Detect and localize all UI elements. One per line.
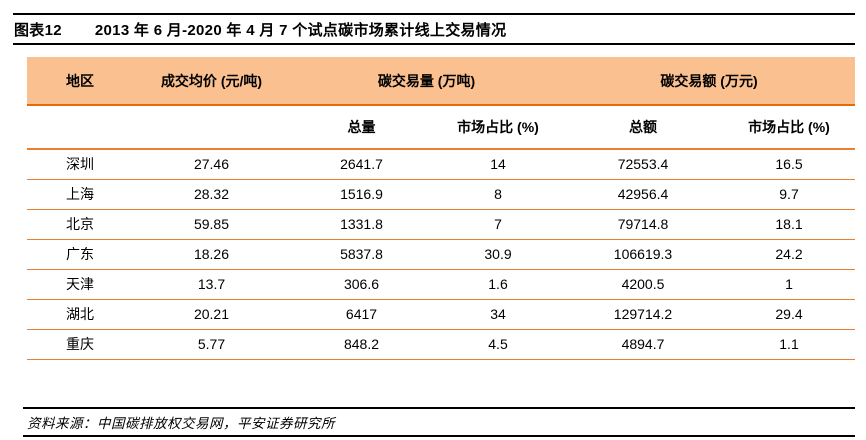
region-cell: 重庆 bbox=[66, 336, 94, 352]
carbon-market-table: 地区 成交均价 (元/吨) 碳交易量 (万吨) 碳交易额 (万元) 总量 市场占… bbox=[27, 57, 855, 360]
amount-share-cell: 24.2 bbox=[775, 246, 803, 262]
amount-cell: 4200.5 bbox=[621, 276, 665, 292]
subheader-amount-share: 市场占比 (%) bbox=[748, 119, 830, 135]
avg-price-cell: 18.26 bbox=[193, 246, 230, 262]
amount-share-cell: 9.7 bbox=[779, 186, 799, 202]
avg-price-cell: 28.32 bbox=[193, 186, 230, 202]
region-cell: 上海 bbox=[66, 186, 94, 202]
amount-share-cell: 1.1 bbox=[779, 336, 799, 352]
avg-price-cell: 5.77 bbox=[197, 336, 226, 352]
avg-price-cell: 20.21 bbox=[193, 306, 230, 322]
column-header-region: 地区 bbox=[66, 72, 94, 89]
volume-share-cell: 4.5 bbox=[488, 336, 508, 352]
volume-cell: 6417 bbox=[345, 306, 378, 322]
volume-cell: 1516.9 bbox=[340, 186, 383, 202]
avg-price-cell: 27.46 bbox=[193, 156, 230, 173]
table-row: 深圳 27.46 2641.7 14 72553.4 16.5 bbox=[27, 149, 855, 179]
table-subheader-row: 总量 市场占比 (%) 总额 市场占比 (%) bbox=[27, 105, 855, 149]
table-row: 广东 18.26 5837.8 30.9 106619.3 24.2 bbox=[27, 239, 855, 269]
avg-price-cell: 13.7 bbox=[197, 276, 226, 292]
table-row: 北京 59.85 1331.8 7 79714.8 18.1 bbox=[27, 209, 855, 239]
amount-cell: 4894.7 bbox=[621, 336, 665, 352]
region-cell: 广东 bbox=[66, 246, 94, 262]
volume-share-cell: 14 bbox=[490, 156, 506, 173]
source-bar: 资料来源：中国碳排放权交易网，平安证券研究所 bbox=[23, 407, 855, 437]
region-cell: 深圳 bbox=[66, 156, 94, 173]
table-row: 湖北 20.21 6417 34 129714.2 29.4 bbox=[27, 299, 855, 329]
avg-price-cell: 59.85 bbox=[193, 216, 230, 232]
amount-share-cell: 16.5 bbox=[775, 156, 803, 173]
amount-cell: 129714.2 bbox=[613, 306, 673, 322]
region-cell: 湖北 bbox=[66, 306, 94, 322]
subheader-total-amount: 总额 bbox=[629, 119, 657, 135]
volume-share-cell: 30.9 bbox=[484, 246, 512, 262]
source-text: 资料来源：中国碳排放权交易网，平安证券研究所 bbox=[27, 416, 335, 431]
amount-share-cell: 29.4 bbox=[775, 306, 803, 322]
volume-cell: 848.2 bbox=[343, 336, 380, 352]
subheader-total-volume: 总量 bbox=[347, 119, 376, 135]
column-header-avg-price: 成交均价 (元/吨) bbox=[160, 72, 263, 89]
volume-cell: 1331.8 bbox=[340, 216, 383, 232]
empty-subheader-cell bbox=[27, 105, 133, 149]
amount-cell: 79714.8 bbox=[617, 216, 669, 232]
column-header-amount-group: 碳交易额 (万元) bbox=[660, 72, 758, 89]
volume-share-cell: 34 bbox=[490, 306, 506, 322]
table-row: 重庆 5.77 848.2 4.5 4894.7 1.1 bbox=[27, 329, 855, 359]
figure-title: 2013 年 6 月-2020 年 4 月 7 个试点碳市场累计线上交易情况 bbox=[94, 21, 507, 39]
volume-cell: 5837.8 bbox=[340, 246, 383, 262]
figure-label: 图表12 bbox=[14, 21, 62, 39]
amount-cell: 106619.3 bbox=[613, 246, 673, 262]
amount-cell: 42956.4 bbox=[617, 186, 669, 202]
amount-share-cell: 1 bbox=[785, 276, 793, 292]
figure-title-bar: 图表12 2013 年 6 月-2020 年 4 月 7 个试点碳市场累计线上交… bbox=[13, 13, 855, 45]
table-row: 上海 28.32 1516.9 8 42956.4 9.7 bbox=[27, 179, 855, 209]
amount-share-cell: 18.1 bbox=[775, 216, 803, 232]
amount-cell: 72553.4 bbox=[617, 156, 669, 173]
subheader-volume-share: 市场占比 (%) bbox=[457, 119, 539, 135]
region-cell: 天津 bbox=[66, 276, 94, 292]
table-header-row: 地区 成交均价 (元/吨) 碳交易量 (万吨) 碳交易额 (万元) bbox=[27, 57, 855, 105]
volume-cell: 2641.7 bbox=[340, 156, 383, 173]
empty-subheader-cell bbox=[133, 105, 290, 149]
volume-share-cell: 8 bbox=[494, 186, 502, 202]
volume-cell: 306.6 bbox=[343, 276, 380, 292]
column-header-volume-group: 碳交易量 (万吨) bbox=[377, 72, 476, 89]
volume-share-cell: 1.6 bbox=[488, 276, 508, 292]
volume-share-cell: 7 bbox=[494, 216, 502, 232]
table-row: 天津 13.7 306.6 1.6 4200.5 1 bbox=[27, 269, 855, 299]
region-cell: 北京 bbox=[66, 216, 94, 232]
